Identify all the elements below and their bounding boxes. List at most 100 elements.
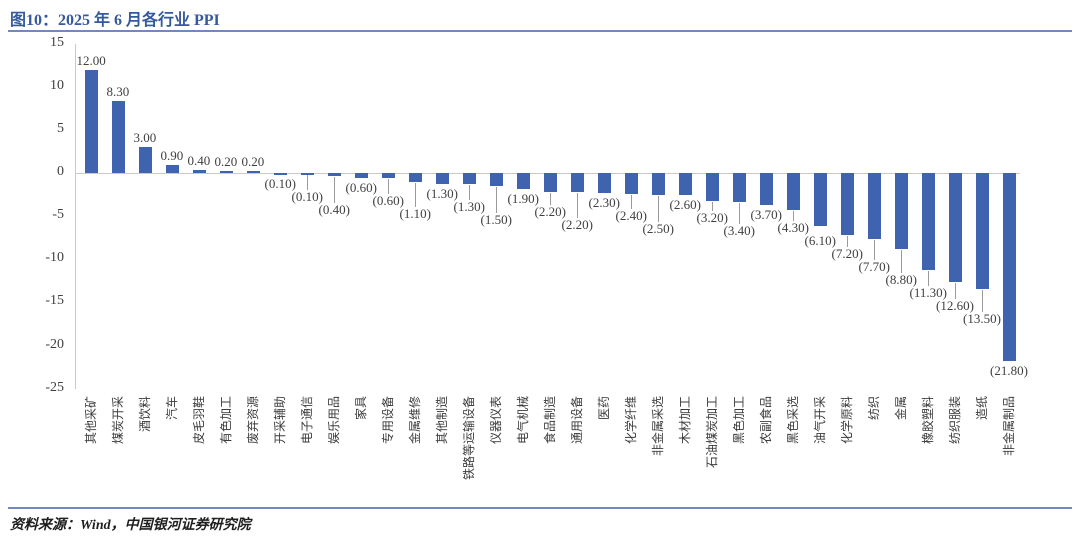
- bar: [543, 173, 557, 192]
- bar-value-label: (2.40): [615, 207, 647, 223]
- category-label: 木材加工: [678, 396, 692, 445]
- category-label: 橡胶塑料: [921, 396, 935, 445]
- category-label: 有色加工: [219, 396, 233, 445]
- label-leader-line: [982, 290, 983, 312]
- bar: [165, 165, 179, 173]
- y-axis-tick-label: -25: [45, 379, 64, 395]
- bar-value-label: (0.60): [345, 180, 377, 196]
- bar-value-label: (1.30): [426, 186, 458, 202]
- label-leader-line: [928, 271, 929, 286]
- bar-value-label: (2.30): [588, 194, 620, 210]
- y-axis-tick-label: -15: [45, 293, 64, 309]
- category-label: 非金属制品: [1002, 396, 1016, 457]
- bar: [246, 171, 260, 173]
- data-source-note: 资料来源：Wind，中国银河证券研究院: [10, 518, 251, 533]
- category-label: 石油煤炭加工: [705, 396, 719, 469]
- bar-value-label: 8.30: [106, 84, 130, 100]
- bar: [840, 173, 854, 236]
- category-label: 煤炭开采: [111, 396, 125, 445]
- bar-value-label: (1.10): [399, 206, 431, 222]
- bar: [570, 173, 584, 192]
- bar: [300, 173, 314, 175]
- category-label: 化学纤维: [624, 396, 638, 445]
- y-axis-tick-label: 10: [50, 77, 64, 93]
- label-leader-line: [874, 240, 875, 260]
- bar-value-label: (2.20): [534, 204, 566, 220]
- category-label: 农副食品: [759, 396, 773, 445]
- bar: [192, 169, 206, 173]
- bar-value-label: (0.10): [264, 175, 296, 191]
- bar-value-label: (3.20): [696, 210, 728, 226]
- bar-value-label: (7.20): [831, 245, 863, 261]
- bar: [597, 173, 611, 193]
- bar-value-label: (3.40): [723, 223, 755, 239]
- bar-value-label: (12.60): [936, 297, 974, 313]
- bar-value-label: 3.00: [133, 130, 157, 146]
- y-axis-tick-label: 5: [57, 120, 64, 136]
- bar-value-label: (11.30): [909, 284, 947, 300]
- category-label: 通用设备: [570, 396, 584, 445]
- label-leader-line: [712, 201, 713, 212]
- category-label: 油气开采: [813, 396, 827, 445]
- bar-value-label: 0.20: [214, 154, 238, 170]
- bar-value-label: (8.80): [885, 271, 917, 287]
- bar: [327, 173, 341, 177]
- category-label: 电子通信: [300, 396, 314, 445]
- bar-value-label: 0.90: [160, 148, 184, 164]
- category-label: 纺织服装: [948, 396, 962, 445]
- label-leader-line: [307, 174, 308, 190]
- source-divider-line: [8, 507, 1072, 509]
- bar-value-label: (13.50): [963, 310, 1001, 326]
- bar: [705, 173, 719, 201]
- category-label: 酒饮料: [138, 396, 152, 433]
- category-label: 其他制造: [435, 396, 449, 445]
- bar-value-label: (2.50): [642, 220, 674, 236]
- category-label: 仪器仪表: [489, 396, 503, 445]
- category-label: 黑色采选: [786, 396, 800, 445]
- bar: [489, 173, 503, 186]
- bar: [381, 173, 395, 179]
- bar-value-label: (7.70): [858, 258, 890, 274]
- label-leader-line: [955, 282, 956, 299]
- bar-value-label: (6.10): [804, 232, 836, 248]
- bar: [624, 173, 638, 194]
- label-leader-line: [658, 195, 659, 222]
- label-leader-line: [334, 177, 335, 203]
- bar-value-label: (2.60): [669, 197, 701, 213]
- bar-value-label: (0.60): [372, 193, 404, 209]
- label-leader-line: [901, 249, 902, 273]
- bar: [678, 173, 692, 196]
- category-label: 汽车: [165, 396, 179, 421]
- label-leader-line: [415, 183, 416, 208]
- category-label: 食品制造: [543, 396, 557, 445]
- label-leader-line: [739, 203, 740, 225]
- bar: [84, 69, 98, 173]
- category-label: 废弃资源: [246, 396, 260, 445]
- label-leader-line: [793, 211, 794, 221]
- bar: [138, 147, 152, 173]
- bar-value-label: (0.40): [318, 201, 350, 217]
- category-label: 纺织: [867, 396, 881, 421]
- label-leader-line: [496, 186, 497, 214]
- y-axis-tick-label: 0: [57, 164, 64, 179]
- category-label: 开采辅助: [273, 396, 287, 445]
- category-label: 金属维修: [408, 396, 422, 445]
- category-label: 金属: [894, 396, 908, 421]
- bar: [273, 173, 287, 175]
- bar: [813, 173, 827, 226]
- bar-value-label: (2.20): [561, 217, 593, 233]
- bar-value-label: 0.40: [187, 152, 211, 168]
- category-label: 专用设备: [381, 396, 395, 445]
- bar-value-label: (1.50): [480, 212, 512, 228]
- bar: [948, 173, 962, 282]
- label-leader-line: [847, 236, 848, 247]
- bar: [786, 173, 800, 211]
- bar: [894, 173, 908, 249]
- bar: [111, 101, 125, 173]
- title-divider-line: [8, 30, 1072, 32]
- category-label: 黑色加工: [732, 396, 746, 445]
- category-label: 其他采矿: [84, 396, 98, 445]
- bar: [732, 173, 746, 203]
